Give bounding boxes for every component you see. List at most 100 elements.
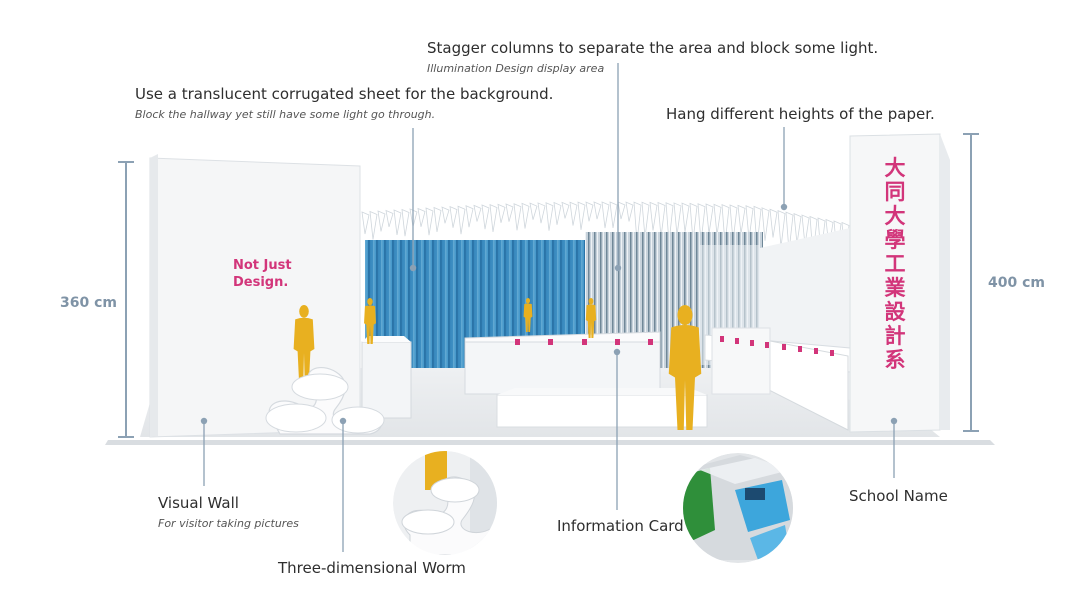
left-pedestal	[361, 336, 412, 419]
paper-strip	[585, 201, 594, 222]
paper-strip	[609, 201, 618, 228]
info-card-marker	[515, 339, 520, 345]
paper-strip	[721, 204, 730, 245]
paper-strip	[593, 201, 602, 220]
school-char: 大	[885, 156, 906, 180]
paper-strip	[425, 207, 434, 236]
visual-wall-title: Visual Wall	[158, 494, 239, 512]
paper-strip	[753, 205, 762, 247]
paper-strip	[657, 201, 666, 238]
paper-strip	[689, 202, 698, 241]
mannequin	[523, 298, 533, 332]
paper-strip	[665, 202, 674, 243]
dimension-right-label: 400 cm	[988, 275, 1045, 291]
paper-strip	[401, 208, 410, 237]
school-char: 業	[885, 276, 907, 300]
paper-strip	[369, 210, 378, 240]
information-table	[464, 331, 708, 428]
leader-line	[614, 63, 622, 272]
paper-strip	[673, 202, 682, 236]
paper-strip	[569, 201, 578, 226]
translucent-title: Use a translucent corrugated sheet for t…	[135, 85, 554, 103]
paper-strip	[641, 201, 650, 238]
paper-strip	[537, 202, 546, 224]
info-card-marker	[750, 340, 754, 346]
paper-strip	[513, 203, 522, 231]
paper-strip	[441, 206, 450, 224]
stagger-title: Stagger columns to separate the area and…	[427, 39, 879, 57]
paper-strip	[761, 207, 770, 241]
paper-strip	[505, 203, 514, 222]
school-char: 設	[885, 300, 907, 324]
paper-strip	[497, 203, 506, 223]
mannequins	[293, 298, 702, 430]
paper-strip	[385, 209, 394, 228]
leader-line	[339, 417, 347, 552]
mannequin	[585, 298, 597, 338]
info-card-marker	[798, 346, 802, 352]
paper-strip	[793, 212, 802, 244]
dimension-left-label: 360 cm	[60, 295, 117, 311]
school-name-pillar	[849, 133, 950, 433]
paper-strip	[697, 203, 706, 243]
school-name-title: School Name	[849, 487, 948, 505]
paper-strip	[801, 214, 810, 246]
worm-title: Three-dimensional Worm	[278, 559, 466, 577]
visual-wall-subtitle: For visitor taking pictures	[158, 517, 299, 530]
school-char: 工	[885, 252, 906, 276]
paper-strip	[489, 204, 498, 233]
info-card-marker	[615, 339, 620, 345]
school-char: 同	[885, 180, 906, 204]
right-side-wall	[704, 228, 851, 431]
paper-strip	[737, 204, 746, 234]
paper-strip	[545, 202, 554, 231]
paper-strip	[449, 205, 458, 228]
paper-strip	[681, 202, 690, 232]
info-card-marker	[765, 342, 769, 348]
side-info-cards	[720, 336, 834, 356]
info-card-marker	[782, 344, 786, 350]
mannequin	[293, 305, 315, 385]
info-card-marker	[830, 350, 834, 356]
paper-strip	[705, 203, 714, 234]
worm-detail-circle	[393, 451, 497, 555]
paper-strip	[561, 201, 570, 219]
translucent-subtitle: Block the hallway yet still have some li…	[135, 108, 436, 121]
stagger-subtitle: Illumination Design display area	[427, 62, 605, 75]
paper-strip	[777, 210, 786, 248]
leader-line	[780, 127, 788, 211]
info-card-title: Information Card	[557, 517, 684, 535]
info-card-marker	[548, 339, 553, 345]
school-char: 大	[885, 204, 906, 228]
paper-strip	[417, 207, 426, 227]
paper-strip	[601, 201, 610, 229]
paper-strip	[377, 210, 386, 232]
info-card-marker	[648, 339, 653, 345]
paper-strip	[729, 204, 738, 242]
paper-strip	[521, 202, 530, 229]
mannequin	[668, 305, 702, 430]
leader-line	[409, 128, 417, 272]
paper-strip	[465, 205, 474, 228]
hang-title: Hang different heights of the paper.	[666, 105, 935, 123]
dimension-right	[963, 133, 979, 432]
paper-strip	[633, 201, 642, 242]
paper-strip	[617, 201, 626, 220]
info-card-marker	[814, 348, 818, 354]
info-card-detail-circle	[683, 453, 793, 563]
paper-strip	[713, 203, 722, 235]
school-char: 系	[885, 348, 906, 372]
paper-strip	[361, 211, 370, 235]
wall-text-line2: Design.	[233, 275, 288, 290]
school-char: 計	[885, 324, 906, 348]
paper-strip	[433, 206, 442, 232]
leader-line	[200, 417, 208, 486]
paper-strip	[625, 201, 634, 222]
paper-strip	[745, 205, 754, 240]
paper-strip	[577, 201, 586, 230]
info-card-marker	[582, 339, 587, 345]
dimension-left	[118, 161, 134, 438]
leader-line	[613, 348, 621, 510]
paper-strip	[393, 209, 402, 235]
